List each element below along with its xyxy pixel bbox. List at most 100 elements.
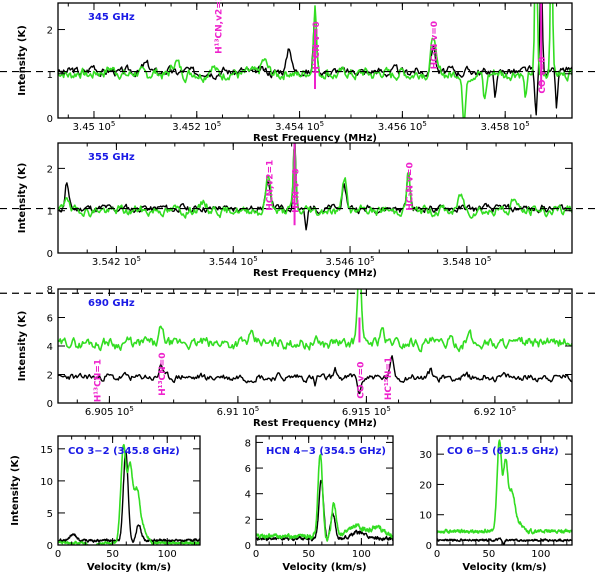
panel-title: 355 GHz bbox=[88, 152, 135, 163]
panel-title: 690 GHz bbox=[88, 298, 135, 309]
transition-label: H¹³CN,v2=1 bbox=[214, 0, 224, 54]
transition-label: H¹³CN=1 bbox=[94, 359, 104, 402]
y-tick-label: 2 bbox=[245, 515, 251, 526]
x-tick-label: 100 bbox=[352, 549, 371, 560]
series-green bbox=[58, 443, 200, 545]
transition-label: HCN v=0 bbox=[292, 168, 302, 212]
series-black bbox=[58, 355, 572, 395]
x-tick-label: 3.544 105 bbox=[209, 255, 258, 268]
x-tick-label: 50 bbox=[302, 549, 315, 560]
y-tick-label: 2 bbox=[47, 371, 53, 382]
x-tick-label: 3.458 105 bbox=[481, 120, 530, 133]
panel-p345: 3.45 105 3.452 105 3.454 105 3.456 105 3.458… bbox=[0, 0, 600, 144]
y-tick-label: 8 bbox=[47, 285, 53, 296]
axes-frame bbox=[57, 2, 573, 119]
series-black bbox=[437, 537, 572, 545]
x-axis-label: Rest Frequency (MHz) bbox=[253, 133, 377, 144]
x-tick-label: 50 bbox=[483, 549, 496, 560]
y-axis-label: Intensity (K) bbox=[17, 163, 28, 234]
panel-title: CO 3−2 (345.8 GHz) bbox=[68, 446, 180, 457]
x-tick-label: 50 bbox=[106, 549, 119, 560]
plot-area bbox=[58, 289, 572, 395]
series-black bbox=[58, 143, 572, 231]
x-tick-label: 3.454 105 bbox=[275, 120, 324, 133]
y-tick-label: 0 bbox=[245, 541, 251, 552]
y-tick-label: 2 bbox=[47, 164, 53, 175]
x-axis-label: Velocity (km/s) bbox=[87, 562, 171, 573]
x-axis-label: Velocity (km/s) bbox=[462, 562, 546, 573]
transition-label: HC₃N v=0 bbox=[405, 162, 415, 210]
y-tick-label: 5 bbox=[47, 509, 53, 520]
x-tick-label: 0 bbox=[434, 549, 440, 560]
series-green bbox=[437, 439, 572, 535]
axes-frame bbox=[57, 435, 201, 546]
y-tick-label: 30 bbox=[419, 450, 432, 461]
plot-area bbox=[437, 439, 572, 545]
panel-title: CO 6−5 (691.5 GHz) bbox=[447, 446, 559, 457]
plot-area bbox=[58, 143, 572, 231]
panel-p355: 3.542 105 3.544 105 3.546 105 3.548 105 0 1 2 R… bbox=[0, 142, 600, 279]
plot-area bbox=[58, 443, 200, 545]
x-axis-label: Rest Frequency (MHz) bbox=[253, 268, 377, 279]
y-tick-label: 8 bbox=[245, 438, 251, 449]
x-tick-label: 3.45 105 bbox=[73, 120, 116, 133]
y-tick-label: 0 bbox=[47, 399, 53, 410]
transition-label: H¹³CN v=0 bbox=[312, 21, 322, 73]
y-tick-label: 6 bbox=[245, 464, 251, 475]
y-tick-label: 6 bbox=[47, 314, 53, 325]
y-tick-label: 0 bbox=[426, 541, 432, 552]
y-axis-label: Intensity (K) bbox=[17, 25, 28, 96]
x-tick-label: 0 bbox=[253, 549, 259, 560]
plot-area bbox=[58, 3, 572, 118]
x-tick-label: 6.92 105 bbox=[474, 405, 517, 418]
series-black bbox=[58, 450, 200, 544]
y-tick-label: 1 bbox=[47, 70, 53, 81]
y-axis-label: Intensity (K) bbox=[17, 311, 28, 382]
y-tick-label: 4 bbox=[47, 342, 53, 353]
x-axis-label: Rest Frequency (MHz) bbox=[253, 418, 377, 429]
y-tick-label: 10 bbox=[40, 477, 53, 488]
y-tick-label: 4 bbox=[245, 490, 251, 501]
x-tick-label: 0 bbox=[55, 549, 61, 560]
x-axis-label: Velocity (km/s) bbox=[282, 562, 366, 573]
transition-label: H¹³CN=0 bbox=[158, 353, 168, 396]
y-tick-label: 2 bbox=[47, 26, 53, 37]
x-tick-label: 6.905 105 bbox=[85, 405, 134, 418]
panel-title: 345 GHz bbox=[88, 12, 135, 23]
transition-label: HC¹⁵N=1 bbox=[384, 357, 394, 400]
transition-label: HCN,v2=1 bbox=[265, 160, 275, 211]
x-tick-label: 3.548 105 bbox=[442, 255, 491, 268]
panel-title: HCN 4−3 (354.5 GHz) bbox=[266, 446, 386, 457]
y-tick-label: 20 bbox=[419, 480, 432, 491]
axes-frame bbox=[57, 142, 573, 254]
x-tick-label: 100 bbox=[531, 549, 550, 560]
transition-label: CO v=0 bbox=[538, 57, 548, 94]
x-tick-label: 100 bbox=[158, 549, 177, 560]
axes-frame bbox=[255, 435, 394, 546]
y-tick-label: 0 bbox=[47, 541, 53, 552]
y-tick-label: 15 bbox=[40, 445, 53, 456]
series-green bbox=[58, 289, 572, 353]
x-tick-label: 6.915 105 bbox=[342, 405, 391, 418]
x-tick-label: 3.546 105 bbox=[326, 255, 375, 268]
panel-hcn43: 0 50 100 0 2 4 6 8 Velocity (km/s) HCN 4−3 (354.5… bbox=[245, 435, 394, 573]
y-tick-label: 0 bbox=[47, 249, 53, 260]
x-tick-label: 3.542 105 bbox=[92, 255, 141, 268]
x-tick-label: 6.91 105 bbox=[217, 405, 260, 418]
x-tick-label: 3.456 105 bbox=[378, 120, 427, 133]
panel-p690: 6.905 105 6.91 105 6.915 105 6.92 105 0 2 4 6 8 R… bbox=[0, 285, 600, 429]
transition-label: CO v=0 bbox=[356, 362, 366, 399]
transition-label: HC₃N v=0 bbox=[430, 21, 440, 69]
series-green bbox=[256, 453, 393, 542]
x-tick-label: 3.452 105 bbox=[172, 120, 221, 133]
y-axis-label: Intensity (K) bbox=[10, 455, 21, 526]
y-tick-label: 1 bbox=[47, 207, 53, 218]
plot-area bbox=[256, 453, 393, 542]
y-tick-label: 0 bbox=[47, 114, 53, 125]
panel-co65: 0 50 100 0 10 20 30 Velocity (km/s) CO 6−5 (691.… bbox=[419, 435, 573, 573]
y-tick-label: 10 bbox=[419, 511, 432, 522]
series-green bbox=[58, 3, 572, 118]
panel-co32: 0 50 100 0 5 10 15 Velocity (km/s) Intensity (K)… bbox=[10, 435, 201, 573]
axes-frame bbox=[436, 435, 573, 546]
